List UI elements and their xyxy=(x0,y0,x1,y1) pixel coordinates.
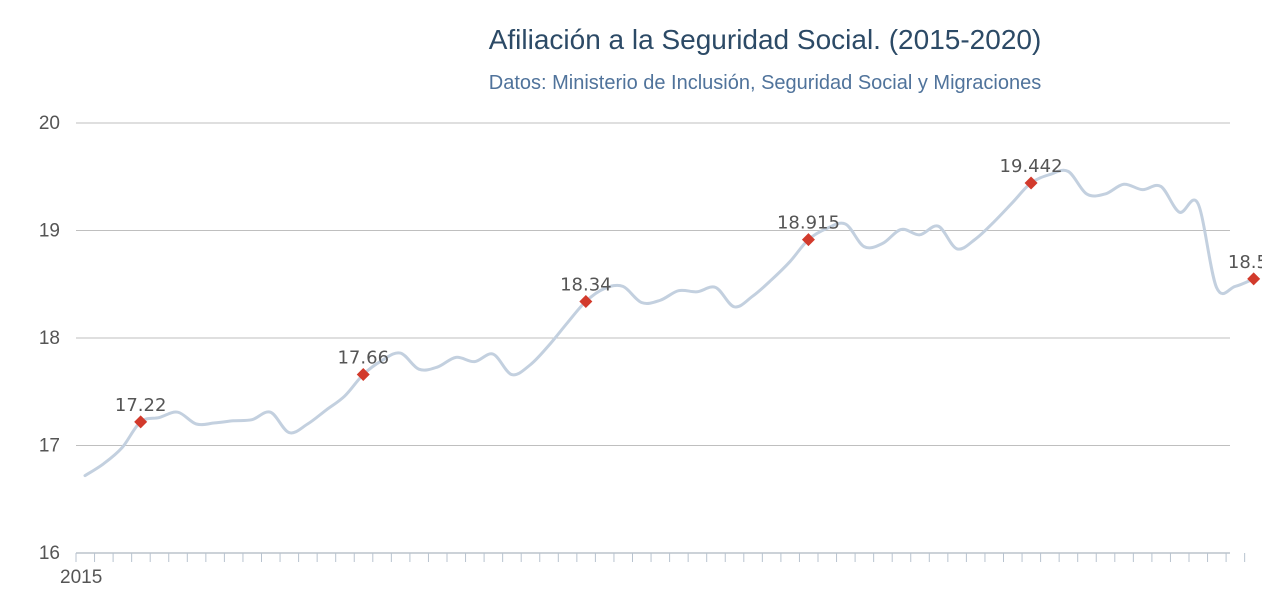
data-label: 19.442 xyxy=(1000,156,1063,177)
data-label: 17.22 xyxy=(115,395,167,416)
y-tick-label: 17 xyxy=(39,436,60,457)
chart-title: Afiliación a la Seguridad Social. (2015-… xyxy=(488,24,1042,55)
data-point-marker xyxy=(579,294,593,308)
y-tick-label: 19 xyxy=(39,221,60,242)
y-tick-label: 18 xyxy=(39,328,60,349)
data-point-marker xyxy=(801,233,815,247)
data-point-marker xyxy=(356,368,370,382)
data-label: 18.55 xyxy=(1228,252,1262,273)
data-point-marker xyxy=(134,415,148,429)
x-tick-label: 2015 xyxy=(60,567,102,588)
data-label: 17.66 xyxy=(337,348,389,369)
chart-subtitle: Datos: Ministerio de Inclusión, Segurida… xyxy=(488,72,1042,94)
y-tick-label: 20 xyxy=(39,113,60,134)
y-tick-label: 16 xyxy=(39,543,60,564)
series-line xyxy=(83,168,1256,478)
data-label: 18.915 xyxy=(777,213,840,234)
data-point-marker xyxy=(1024,176,1038,190)
data-label: 18.34 xyxy=(560,274,612,295)
data-point-marker xyxy=(1247,272,1261,286)
